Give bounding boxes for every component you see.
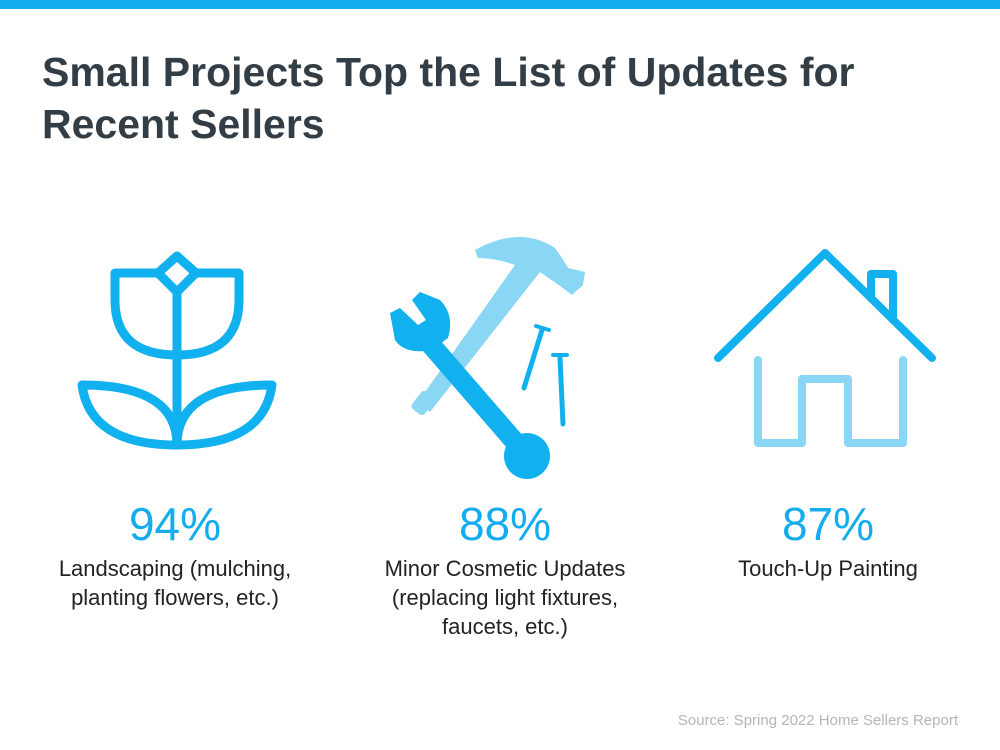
stat-cosmetic-updates: 88% Minor Cosmetic Updates (replacing li… [355,498,655,641]
source-note: Source: Spring 2022 Home Sellers Report [677,712,958,729]
page-title: Small Projects Top the List of Updates f… [42,49,855,147]
stat-label: Landscaping (mulching, planting flowers,… [58,556,292,610]
tools-icon [390,236,585,479]
stat-percent: 87% [781,498,875,550]
stat-landscaping: 94% Landscaping (mulching, planting flow… [25,498,325,612]
stat-label: Touch-Up Painting [738,556,918,581]
stat-painting: 87% Touch-Up Painting [678,498,978,583]
house-icon [714,249,936,447]
flower-icon [77,251,277,450]
stat-percent: 94% [128,498,222,550]
stat-label: Minor Cosmetic Updates (replacing light … [384,556,626,639]
stat-percent: 88% [458,498,552,550]
top-accent-bar [0,0,1000,9]
